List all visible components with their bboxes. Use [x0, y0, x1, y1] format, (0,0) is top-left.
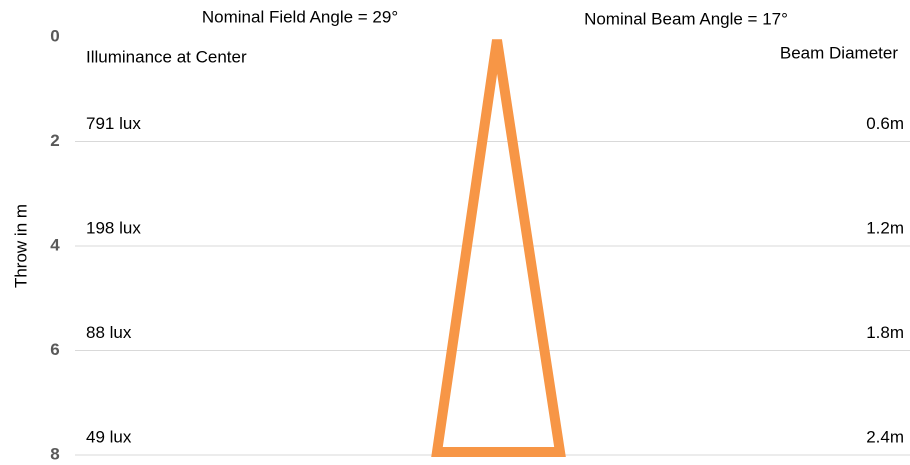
- diameter-label: 1.8m: [866, 323, 904, 342]
- y-tick-label: 4: [50, 235, 60, 254]
- illuminance-label: 791 lux: [86, 114, 141, 133]
- left-header: Illuminance at Center: [86, 47, 247, 66]
- chart-title: Nominal Field Angle = 29°: [202, 7, 398, 26]
- illuminance-label: 198 lux: [86, 218, 141, 237]
- chart-subtitle: Nominal Beam Angle = 17°: [584, 9, 788, 28]
- y-tick-label: 8: [50, 444, 59, 463]
- illuminance-label: 49 lux: [86, 427, 132, 446]
- y-tick-label: 6: [50, 340, 59, 359]
- beam-cone: [431, 39, 566, 457]
- y-tick-label: 0: [50, 26, 59, 45]
- illuminance-label: 88 lux: [86, 323, 132, 342]
- diameter-label: 0.6m: [866, 114, 904, 133]
- y-tick-label: 2: [50, 131, 59, 150]
- diameter-label: 1.2m: [866, 218, 904, 237]
- y-axis-label: Throw in m: [11, 204, 30, 288]
- right-header: Beam Diameter: [780, 43, 898, 62]
- diameter-label: 2.4m: [866, 427, 904, 446]
